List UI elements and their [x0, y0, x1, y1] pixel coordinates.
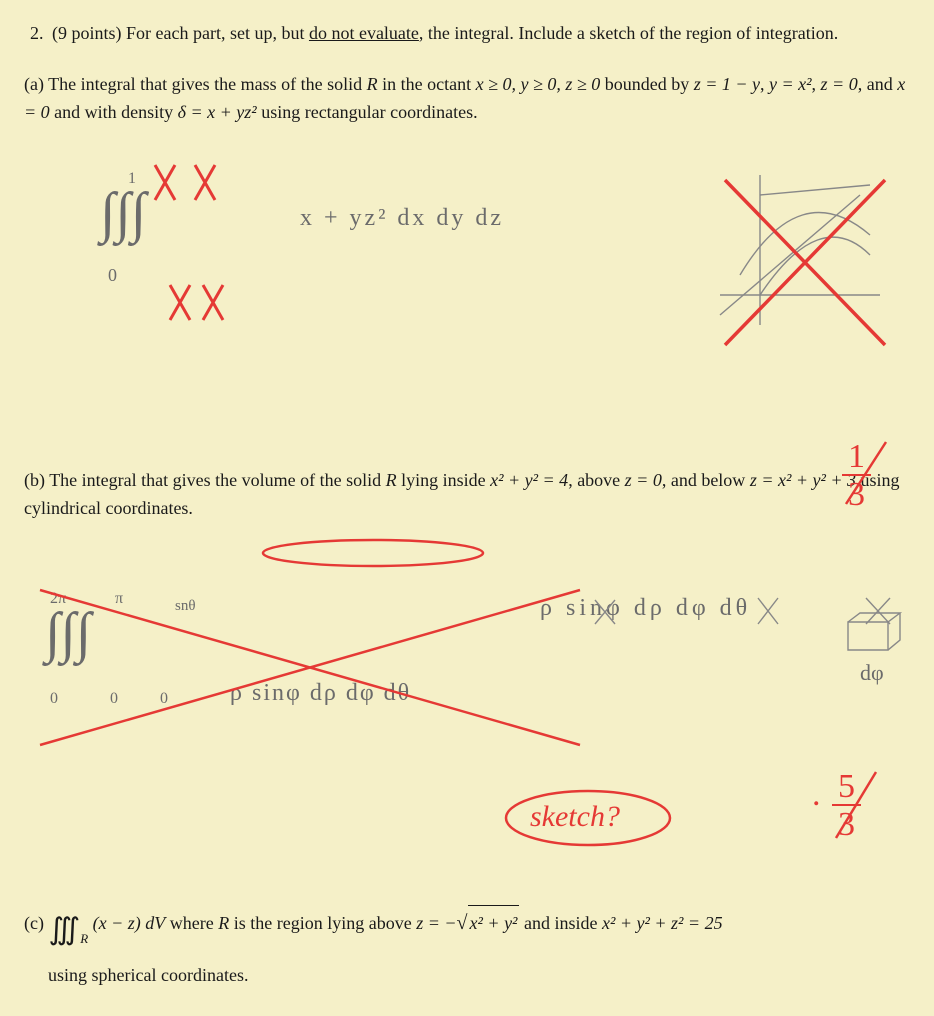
grading-x-bounds-a — [150, 160, 270, 220]
grading-bigx-b — [30, 580, 590, 760]
bound-top-a: 1 — [128, 170, 136, 188]
problem-header: 2. (9 points) For each part, set up, but… — [24, 20, 910, 47]
score-b-slash — [826, 768, 886, 844]
part-c-text: (c) ∭R (x − z) dV where R is the region … — [24, 901, 910, 992]
part-b-eq2: z = 0 — [625, 470, 662, 490]
circle-sketch-note — [498, 788, 678, 850]
part-a-R: R — [367, 74, 378, 94]
part-a-t3: bounded by — [600, 74, 694, 94]
part-b-coord: cylindrical coordinates. — [24, 498, 193, 518]
stem-underlined: do not evaluate — [309, 23, 419, 43]
part-b: (b) The integral that gives the volume o… — [24, 467, 910, 523]
bound-bot-a: 0 — [108, 265, 117, 286]
sqrt-sign: √ — [457, 912, 468, 934]
part-a-eq3: z = 0 — [821, 74, 858, 94]
score-b-prefix: . — [812, 776, 821, 814]
part-b-eq1: x² + y² = 4 — [490, 470, 568, 490]
part-a-density: δ = x + yz² — [178, 102, 257, 122]
part-b-text: (b) The integral that gives the volume o… — [24, 467, 910, 523]
part-c-label: (c) — [24, 913, 44, 933]
student-work-a: ∫ ∫ ∫ — [100, 185, 142, 241]
problem-points: (9 points) — [52, 23, 122, 43]
part-c-t3: and inside — [519, 913, 602, 933]
integrand-a: x + yz² dx dy dz — [300, 205, 504, 232]
part-c-t2: is the region lying above — [229, 913, 416, 933]
part-a-t4: and with density — [50, 102, 178, 122]
part-a-label: (a) — [24, 74, 44, 94]
part-c-integrand: (x − z) dV — [93, 913, 166, 933]
scratch-b-right: dφ — [860, 660, 884, 686]
part-c-eq1lhs: z = − — [416, 913, 456, 933]
part-b-t3: , above — [568, 470, 624, 490]
part-c-t4: using spherical coordinates. — [48, 965, 248, 985]
part-c-eq1rad: x² + y² — [468, 905, 520, 940]
integral-sign-2: ∫ — [115, 185, 130, 241]
stem-after: , the integral. Include a sketch of the … — [419, 23, 838, 43]
part-a-t2: in the octant — [378, 74, 476, 94]
scratch-strikes — [590, 594, 910, 634]
exam-page: 2. (9 points) For each part, set up, but… — [0, 0, 934, 1016]
stem-before: For each part, set up, but — [126, 23, 309, 43]
grading-x-bounds-a2 — [165, 280, 245, 330]
part-b-R: R — [386, 470, 397, 490]
part-b-label: (b) — [24, 470, 45, 490]
part-a-eq1: z = 1 − y — [694, 74, 760, 94]
part-c-t1: where — [165, 913, 218, 933]
part-a-text: (a) The integral that gives the mass of … — [24, 71, 910, 127]
part-a-cond: x ≥ 0, y ≥ 0, z ≥ 0 — [476, 74, 601, 94]
part-a: (a) The integral that gives the mass of … — [24, 71, 910, 127]
part-a-t5: using rectangular coordinates. — [257, 102, 478, 122]
circle-coord — [258, 538, 488, 570]
integral-sign-1: ∫ — [100, 185, 115, 241]
part-a-t1: The integral that gives the mass of the … — [48, 74, 366, 94]
part-c: (c) ∭R (x − z) dV where R is the region … — [24, 901, 910, 992]
part-c-eq2: x² + y² + z² = 25 — [602, 913, 723, 933]
part-b-t4: , and below — [662, 470, 750, 490]
region-sub: R — [80, 931, 88, 946]
part-a-eq2: y = x² — [769, 74, 812, 94]
part-b-t1: The integral that gives the volume of th… — [49, 470, 385, 490]
score-a-slash — [836, 438, 896, 510]
sketch-a — [700, 155, 910, 375]
part-b-t2: lying inside — [397, 470, 491, 490]
problem-number: 2. — [30, 23, 44, 43]
part-c-R2: R — [218, 913, 229, 933]
triple-integral-c: ∭ — [48, 913, 80, 946]
integral-sign-3: ∫ — [131, 185, 146, 241]
